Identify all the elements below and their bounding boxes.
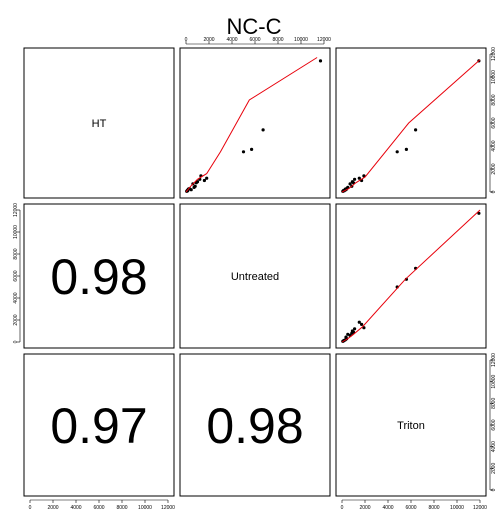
axis-tick-label: 8000 [428, 505, 439, 511]
axis-tick-label: 6000 [93, 505, 104, 511]
axis-tick-label: 12000 [317, 37, 331, 43]
scatter-point-untreated-vs-ht [192, 185, 196, 189]
axis-tick-label: 8000 [13, 248, 19, 259]
panel-triton-vs-ht [335, 47, 487, 199]
scatter-point-untreated-vs-ht [202, 178, 206, 183]
axis-tick-label: 6000 [13, 270, 19, 281]
scatter-point-triton-vs-ht [353, 177, 357, 181]
scatter-point-triton-vs-ht [350, 180, 354, 184]
axis-tick-label: 8000 [272, 37, 283, 43]
scatter-point-triton-vs-untreated [346, 332, 350, 336]
scatter-point-triton-vs-ht [414, 128, 418, 132]
smooth-line-untreated-vs-ht [185, 57, 318, 193]
axis-tick-label: 4000 [491, 441, 496, 452]
axis-tick-label: 4000 [491, 140, 496, 151]
axis-tick-label: 10000 [491, 374, 496, 388]
scatter-point-triton-vs-ht [395, 150, 399, 154]
scatter-point-triton-vs-untreated [477, 211, 481, 215]
scatter-point-triton-vs-untreated [344, 335, 348, 339]
axis-tick-label: 12000 [161, 505, 175, 511]
axis-tick-label: 10000 [491, 70, 496, 84]
diag-label-ht: HT [92, 118, 107, 130]
scatter-point-triton-vs-ht [348, 182, 352, 186]
axis-tick-label: 0 [29, 505, 32, 511]
axis-tick-label: 2000 [47, 505, 58, 511]
panel-corr-ut-ht [23, 203, 175, 349]
axis-tick-label: 6000 [405, 505, 416, 511]
axis-tick-label: 4000 [226, 37, 237, 43]
axis-tick-label: 8000 [116, 505, 127, 511]
axis-tick-label: 10000 [138, 505, 152, 511]
corr-triton-ht: 0.97 [50, 398, 147, 454]
panel-corr-tr-ut [179, 353, 331, 497]
axis-tick-label: 12000 [473, 505, 487, 511]
smooth-line-triton-vs-untreated [341, 209, 481, 343]
scatter-point-untreated-vs-ht [318, 59, 323, 63]
axis-tick-label: 4000 [70, 505, 81, 511]
axis-tick-label: 12000 [13, 203, 19, 217]
panel-corr-tr-ht [23, 353, 175, 497]
axis-tick-label: 10000 [294, 37, 308, 43]
diag-label-triton: Triton [397, 420, 425, 432]
axis-tick-label: 12000 [491, 353, 496, 367]
axis-tick-label: 0 [13, 340, 19, 343]
scatter-point-untreated-vs-ht [261, 128, 265, 132]
axis-tick-label: 4000 [13, 292, 19, 303]
scatter-point-triton-vs-untreated [357, 320, 361, 324]
scatter-point-untreated-vs-ht [195, 180, 200, 184]
diag-label-untreated: Untreated [231, 271, 279, 283]
axis-tick-label: 0 [491, 190, 496, 193]
axis-tick-label: 0 [491, 488, 496, 491]
axis-tick-label: 6000 [249, 37, 260, 43]
scatter-point-triton-vs-ht [404, 147, 408, 151]
corr-untreated-ht: 0.98 [50, 249, 147, 305]
scatter-point-untreated-vs-ht [189, 188, 193, 192]
panel-untreated-vs-ht [179, 47, 331, 199]
axis-tick-label: 0 [185, 37, 188, 43]
axis-tick-label: 2000 [491, 463, 496, 474]
axis-tick-label: 0 [341, 505, 344, 511]
axis-tick-label: 2000 [491, 163, 496, 174]
scatter-point-triton-vs-untreated [353, 327, 357, 331]
axis-tick-label: 6000 [491, 419, 496, 430]
scatter-point-triton-vs-untreated [360, 322, 364, 326]
scatter-point-triton-vs-untreated [350, 331, 354, 335]
axis-tick-label: 6000 [491, 117, 496, 128]
scatter-point-triton-vs-ht [357, 176, 361, 180]
panel-diag-ht [23, 47, 175, 199]
panel-diag-untreated [179, 203, 331, 349]
axis-tick-label: 10000 [13, 225, 19, 239]
scatter-point-untreated-vs-ht [250, 147, 254, 151]
panel-triton-vs-untreated [335, 203, 487, 349]
axis-tick-label: 2000 [203, 37, 214, 43]
chart-title: NC-C [227, 14, 282, 39]
axis-tick-label: 10000 [450, 505, 464, 511]
corr-triton-untreated: 0.98 [206, 398, 303, 454]
panel-diag-triton [335, 353, 487, 497]
axis-tick-label: 12000 [491, 47, 496, 61]
axis-tick-label: 8000 [491, 398, 496, 409]
axis-tick-label: 8000 [491, 94, 496, 105]
smooth-line-triton-vs-ht [341, 59, 481, 193]
scatter-point-untreated-vs-ht [241, 150, 246, 154]
axis-tick-label: 4000 [382, 505, 393, 511]
axis-tick-label: 2000 [359, 505, 370, 511]
axis-tick-label: 2000 [13, 314, 19, 325]
scatter-point-untreated-vs-ht [205, 176, 209, 180]
